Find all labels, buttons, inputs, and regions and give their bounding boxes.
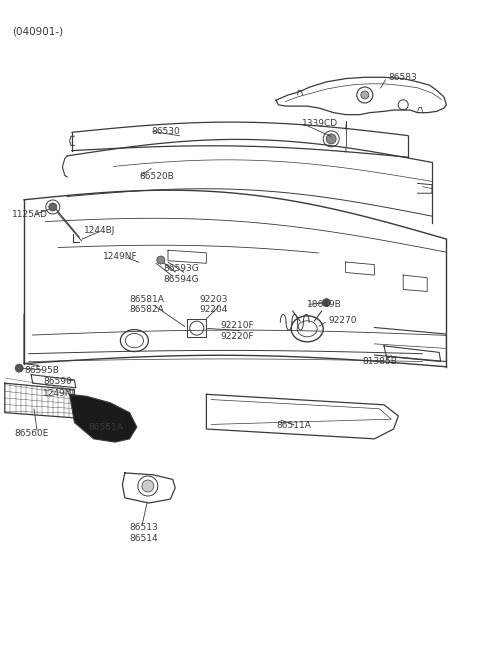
Text: 86561A: 86561A (89, 422, 124, 432)
Text: 86590: 86590 (43, 377, 72, 386)
Circle shape (361, 91, 369, 99)
Text: 86581A: 86581A (130, 295, 165, 304)
Text: 86560E: 86560E (14, 429, 49, 438)
Text: 86582A: 86582A (130, 305, 164, 314)
Text: 1339CD: 1339CD (302, 119, 338, 128)
Text: (040901-): (040901-) (12, 26, 63, 36)
Text: 1125AD: 1125AD (12, 210, 48, 219)
Text: 86594G: 86594G (163, 275, 199, 284)
Text: 92220F: 92220F (221, 331, 254, 341)
Text: 92210F: 92210F (221, 321, 254, 330)
Circle shape (49, 203, 57, 211)
Text: 86583: 86583 (389, 73, 418, 82)
Text: 86520B: 86520B (139, 172, 174, 181)
Circle shape (323, 299, 330, 307)
Text: 92270: 92270 (329, 316, 357, 326)
Text: 86514: 86514 (130, 534, 158, 543)
Text: 86595B: 86595B (24, 365, 59, 375)
Text: 86511A: 86511A (276, 421, 311, 430)
Text: 18649B: 18649B (307, 300, 342, 309)
Text: 86530: 86530 (151, 126, 180, 136)
Text: 86513: 86513 (130, 523, 158, 532)
Text: 81385B: 81385B (362, 357, 397, 366)
Circle shape (326, 134, 336, 144)
Text: 1249NF: 1249NF (103, 252, 138, 261)
Circle shape (157, 256, 165, 264)
Text: 92204: 92204 (199, 305, 228, 314)
Circle shape (142, 480, 154, 492)
Text: 86593G: 86593G (163, 264, 199, 273)
Text: 92203: 92203 (199, 295, 228, 304)
Polygon shape (70, 394, 137, 442)
Text: 1249NL: 1249NL (43, 388, 78, 398)
Text: 1244BJ: 1244BJ (84, 226, 115, 235)
Circle shape (15, 364, 23, 372)
